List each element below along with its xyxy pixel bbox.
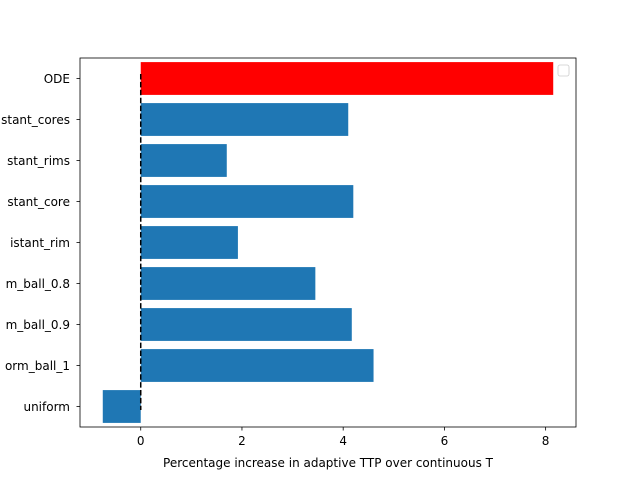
y-tick-label: istant_rim [10, 236, 70, 250]
bar-orm_ball_1 [140, 349, 374, 382]
y-ticks-group: ODE stant_cores stant_rims stant_coreistant… [1, 72, 80, 414]
bar-stant_core [140, 185, 354, 218]
x-tick-label: 4 [339, 434, 347, 448]
x-tick-label: 8 [542, 434, 550, 448]
x-tick-label: 6 [441, 434, 449, 448]
legend-box [557, 64, 570, 77]
bar-m_ball_0.9 [140, 308, 352, 341]
y-tick-label: ODE [44, 72, 70, 86]
plot-frame [79, 57, 577, 428]
bar-ODE [140, 62, 554, 95]
y-tick-label: stant_core [7, 195, 70, 209]
x-ticks-group: 0 2 4 6 8 [137, 427, 550, 448]
bar-stant_cores [140, 103, 349, 136]
x-axis-label: Percentage increase in adaptive TTP over… [163, 456, 494, 470]
bar-stant_rims [140, 144, 227, 177]
x-tick-label: 2 [238, 434, 246, 448]
x-tick-label: 0 [137, 434, 145, 448]
y-tick-label: stant_cores [1, 113, 70, 127]
bars-group [102, 62, 554, 423]
bar-m_ball_0.8 [140, 267, 316, 300]
y-tick-label: m_ball_0.8 [6, 277, 70, 291]
y-tick-label: stant_rims [7, 154, 70, 168]
y-tick-label: m_ball_0.9 [6, 318, 70, 332]
bar-istant_rim [140, 226, 238, 259]
y-tick-label: orm_ball_1 [5, 359, 70, 373]
bar-uniform [102, 390, 141, 423]
y-tick-label: uniform [23, 400, 70, 414]
